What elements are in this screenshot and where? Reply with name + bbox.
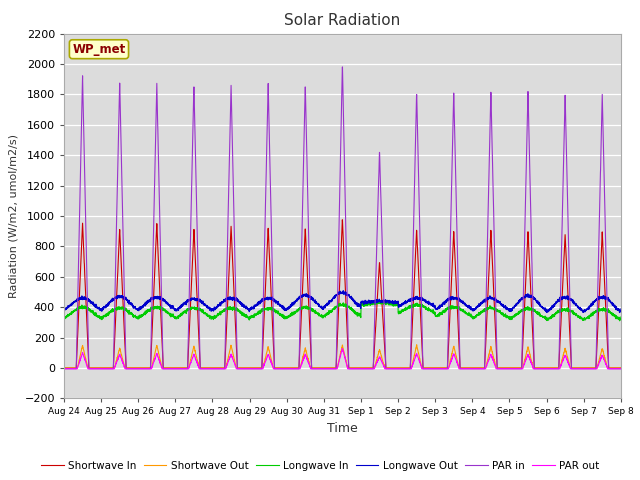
Shortwave Out: [322, 365, 330, 371]
PAR out: [160, 366, 168, 372]
Shortwave In: [60, 365, 68, 371]
PAR out: [616, 366, 624, 372]
Longwave Out: [436, 304, 444, 310]
Shortwave In: [499, 365, 507, 371]
PAR out: [617, 366, 625, 372]
Longwave In: [467, 314, 475, 320]
Longwave In: [322, 312, 330, 318]
Shortwave Out: [467, 365, 475, 371]
PAR in: [467, 366, 475, 372]
PAR in: [436, 366, 444, 372]
PAR in: [499, 366, 507, 372]
Longwave Out: [322, 303, 330, 309]
Line: Shortwave In: Shortwave In: [64, 220, 621, 368]
PAR out: [436, 366, 444, 372]
Line: Shortwave Out: Shortwave Out: [64, 345, 621, 368]
Longwave Out: [499, 304, 507, 310]
Shortwave Out: [499, 365, 507, 371]
PAR in: [617, 366, 625, 372]
Title: Solar Radiation: Solar Radiation: [284, 13, 401, 28]
Longwave Out: [160, 299, 168, 304]
Shortwave In: [160, 365, 168, 371]
Shortwave Out: [413, 342, 420, 348]
Longwave Out: [60, 306, 68, 312]
Shortwave In: [436, 365, 444, 371]
Shortwave In: [467, 365, 475, 371]
Shortwave In: [617, 365, 625, 371]
Legend: Shortwave In, Shortwave Out, Longwave In, Longwave Out, PAR in, PAR out: Shortwave In, Shortwave Out, Longwave In…: [36, 456, 604, 475]
Longwave In: [616, 318, 623, 324]
PAR in: [616, 366, 624, 372]
Shortwave Out: [160, 365, 168, 371]
PAR in: [339, 64, 346, 70]
Shortwave In: [322, 365, 330, 371]
PAR out: [60, 366, 68, 372]
Longwave Out: [339, 288, 347, 294]
X-axis label: Time: Time: [327, 422, 358, 435]
Longwave In: [376, 298, 383, 303]
Longwave Out: [616, 308, 624, 314]
Longwave In: [160, 308, 168, 313]
Longwave Out: [616, 310, 623, 315]
Longwave In: [617, 314, 625, 320]
Shortwave Out: [436, 365, 444, 371]
PAR out: [339, 346, 346, 351]
Longwave Out: [617, 306, 625, 312]
Longwave In: [60, 315, 68, 321]
Line: PAR out: PAR out: [64, 348, 621, 369]
Longwave In: [436, 312, 444, 317]
PAR out: [499, 366, 507, 372]
Text: WP_met: WP_met: [72, 43, 125, 56]
Shortwave Out: [617, 365, 625, 371]
Line: Longwave Out: Longwave Out: [64, 291, 621, 312]
Shortwave In: [339, 217, 346, 223]
PAR in: [60, 366, 68, 372]
PAR out: [322, 366, 330, 372]
Y-axis label: Radiation (W/m2, umol/m2/s): Radiation (W/m2, umol/m2/s): [9, 134, 19, 298]
Line: PAR in: PAR in: [64, 67, 621, 369]
Shortwave In: [616, 365, 624, 371]
Shortwave Out: [616, 365, 624, 371]
PAR out: [467, 366, 475, 372]
PAR in: [322, 366, 330, 372]
Shortwave Out: [60, 365, 68, 371]
Line: Longwave In: Longwave In: [64, 300, 621, 321]
Longwave In: [616, 316, 624, 322]
Longwave Out: [467, 307, 475, 312]
PAR in: [160, 366, 168, 372]
Longwave In: [499, 312, 507, 318]
